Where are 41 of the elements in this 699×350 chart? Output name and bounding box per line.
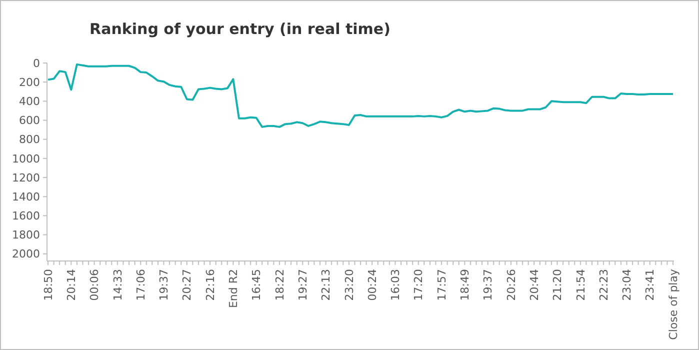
y-tick-label: 1800 xyxy=(12,228,40,242)
x-tick-label: 17:06 xyxy=(134,269,148,301)
y-tick-label: 400 xyxy=(19,95,40,108)
x-tick-label: 20:14 xyxy=(65,269,78,301)
chart-title: Ranking of your entry (in real time) xyxy=(90,20,390,38)
y-tick-label: 1400 xyxy=(12,190,40,204)
x-tick-label: 00:06 xyxy=(88,269,102,301)
x-tick-label: 18:22 xyxy=(273,269,286,301)
x-tick-label: 19:37 xyxy=(482,269,495,301)
y-tick-label: 200 xyxy=(19,76,40,89)
x-tick-label: 16:03 xyxy=(389,269,402,301)
x-tick-label: End R2 xyxy=(227,269,240,308)
x-tick-label: 23:20 xyxy=(342,269,356,301)
x-tick-label: 22:16 xyxy=(204,269,217,301)
x-tick-label: 14:33 xyxy=(111,269,124,301)
x-tick-label: 17:57 xyxy=(435,269,448,301)
y-tick-label: 800 xyxy=(19,133,40,146)
y-tick-label: 1600 xyxy=(12,210,40,223)
x-tick-label: 22:13 xyxy=(320,269,333,301)
x-tick-label: 20:26 xyxy=(504,269,518,301)
y-tick-label: 1000 xyxy=(12,152,40,166)
x-tick-label: 00:24 xyxy=(366,269,379,301)
y-tick-label: 600 xyxy=(19,114,40,128)
x-tick-label: 19:37 xyxy=(158,269,171,301)
x-tick-label: 16:45 xyxy=(250,269,264,301)
y-tick-label: 0 xyxy=(33,56,40,70)
x-tick-label: 23:41 xyxy=(644,269,657,301)
x-tick-label: 18:49 xyxy=(458,269,472,301)
x-tick-label: 20:27 xyxy=(180,269,194,301)
x-tick-label: 21:20 xyxy=(551,269,564,301)
x-tick-label: 18:50 xyxy=(42,269,55,301)
x-tick-label: 17:20 xyxy=(412,269,426,301)
line-series xyxy=(47,63,674,128)
x-tick-label: 20:44 xyxy=(528,269,541,301)
y-tick-label: 2000 xyxy=(12,248,40,261)
y-tick-label: 1200 xyxy=(12,171,40,184)
x-tick-label: 21:54 xyxy=(574,269,588,301)
x-tick-label: Close of play xyxy=(666,268,680,340)
x-tick-label: 19:27 xyxy=(296,269,310,301)
x-tick-label: 22:23 xyxy=(597,269,610,301)
x-tick-label: 23:04 xyxy=(620,269,634,301)
